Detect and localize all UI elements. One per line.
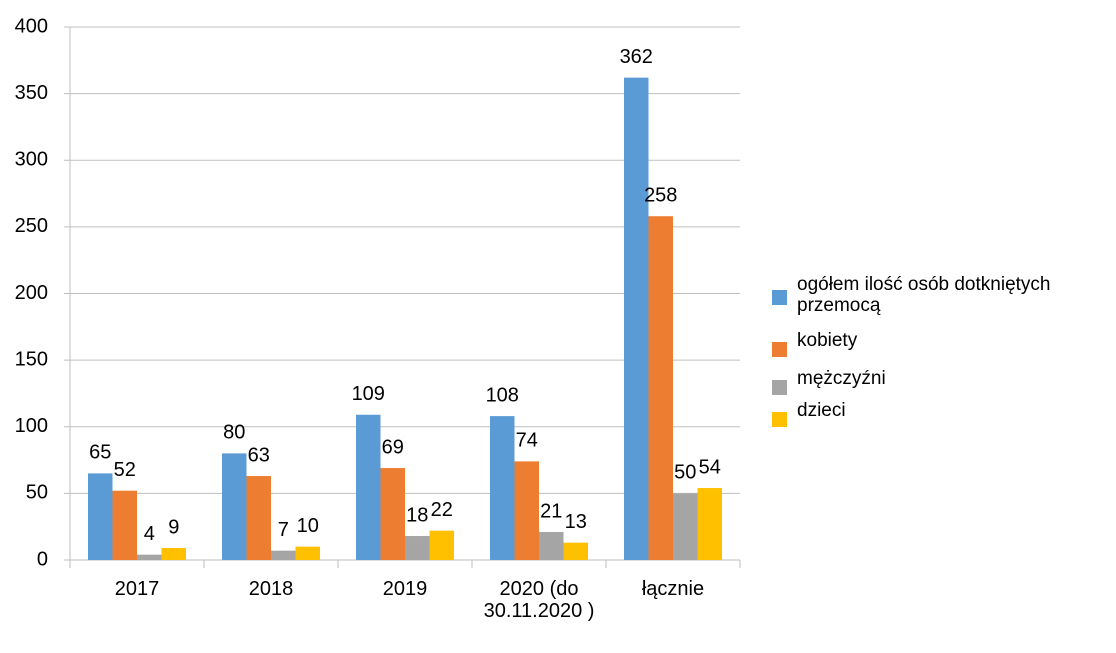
bar	[222, 453, 247, 560]
bar	[673, 493, 698, 560]
bar	[648, 216, 673, 560]
bar	[271, 550, 296, 560]
bar	[161, 548, 186, 560]
bar	[490, 416, 515, 560]
y-tick-label: 400	[15, 15, 48, 37]
y-tick-label: 50	[26, 482, 48, 504]
data-label: 258	[644, 184, 677, 206]
bar	[514, 461, 539, 560]
y-tick-label: 0	[37, 548, 48, 570]
bar	[295, 546, 320, 560]
bar	[405, 536, 430, 560]
legend-swatch	[772, 342, 787, 357]
data-label: 22	[431, 499, 453, 521]
data-label: 108	[486, 384, 519, 406]
legend-swatch	[772, 380, 787, 395]
bar	[539, 532, 564, 560]
data-label: 362	[620, 46, 653, 68]
legend-label: ogółem ilość osób dotkniętych przemocą	[797, 274, 1051, 316]
data-label: 4	[144, 523, 155, 545]
legend-item: ogółem ilość osób dotkniętych przemocą	[772, 274, 1112, 316]
data-label: 13	[565, 511, 587, 533]
data-label: 109	[352, 383, 385, 405]
y-tick-label: 100	[15, 415, 48, 437]
data-label: 63	[248, 444, 270, 466]
data-label: 7	[278, 519, 289, 541]
data-label: 50	[674, 462, 696, 484]
y-tick-label: 350	[15, 82, 48, 104]
legend-item: kobiety	[772, 330, 1112, 357]
bar	[380, 468, 405, 560]
x-tick-label: 2018	[248, 578, 294, 600]
data-label: 21	[540, 500, 562, 522]
bar	[697, 488, 722, 560]
legend-label: kobiety	[797, 330, 858, 351]
data-label: 9	[168, 516, 179, 538]
x-tick-label: łącznie	[641, 578, 705, 600]
bar	[137, 554, 162, 560]
data-label: 65	[89, 442, 111, 464]
bar	[88, 473, 113, 560]
legend-item: dzieci	[772, 400, 1112, 427]
bar	[246, 476, 271, 560]
data-label: 80	[223, 422, 245, 444]
legend-label: mężczyźni	[797, 368, 886, 389]
legend-item: mężczyźni	[772, 368, 1112, 395]
data-label: 69	[382, 436, 404, 458]
legend-swatch	[772, 290, 787, 305]
y-tick-label: 150	[15, 348, 48, 370]
bar	[563, 542, 588, 560]
legend-swatch	[772, 412, 787, 427]
x-tick-label: 2020 (do 30.11.2020 )	[483, 578, 595, 622]
data-label: 52	[114, 459, 136, 481]
data-label: 10	[297, 515, 319, 537]
y-tick-label: 300	[15, 149, 48, 171]
bar	[429, 530, 454, 560]
bar	[112, 490, 137, 560]
x-tick-label: 2019	[382, 578, 428, 600]
y-tick-label: 200	[15, 282, 48, 304]
data-label: 18	[406, 504, 428, 526]
data-label: 54	[699, 456, 721, 478]
x-tick-label: 2017	[114, 578, 160, 600]
bar	[624, 77, 649, 560]
legend-label: dzieci	[797, 400, 846, 421]
y-tick-label: 250	[15, 215, 48, 237]
data-label: 74	[516, 430, 538, 452]
bar	[356, 414, 381, 560]
